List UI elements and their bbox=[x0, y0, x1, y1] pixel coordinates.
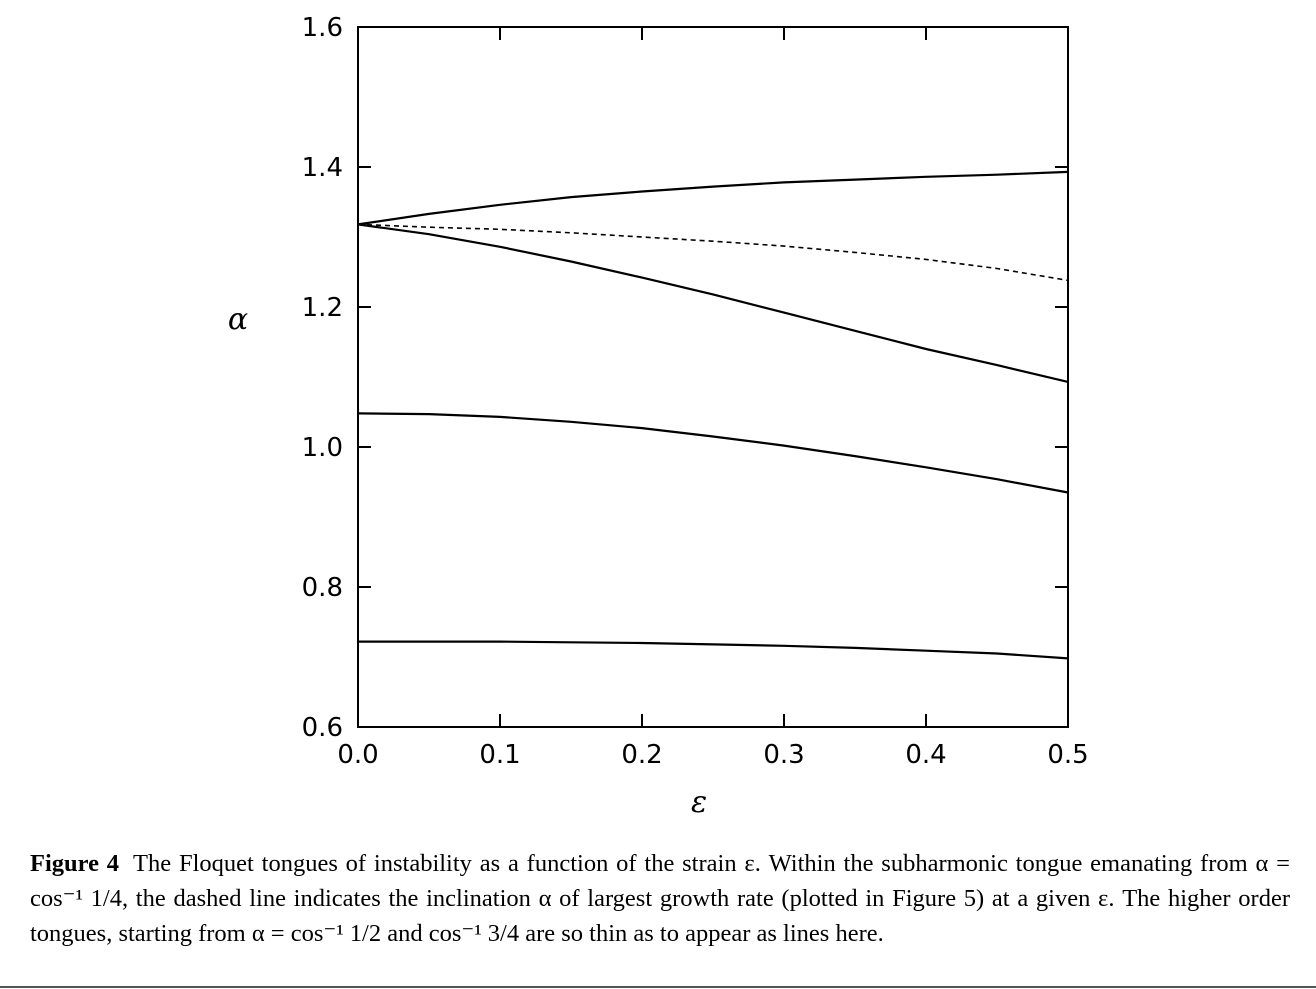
series-line-4 bbox=[358, 640, 1069, 660]
floquet-tongues-chart: 0.0 0.1 0.2 0.3 0.4 0.5 0.6 0.8 1.0 1.2 1.4 1.6 α ε bbox=[228, 13, 1089, 820]
x-tick-label: 0.0 bbox=[337, 740, 378, 770]
tick-layer: 0.0 0.1 0.2 0.3 0.4 0.5 0.6 0.8 1.0 1.2 1.4 1.6 bbox=[302, 13, 1089, 770]
series-line-2 bbox=[357, 223, 1069, 383]
x-tick-label: 0.3 bbox=[763, 740, 804, 770]
series-line-0 bbox=[357, 170, 1069, 226]
dashed-series-line-1 bbox=[357, 223, 1069, 282]
plot-frame bbox=[357, 26, 1069, 728]
caption-text: The Floquet tongues of instability as a … bbox=[30, 850, 1290, 947]
y-tick-label: 1.6 bbox=[302, 13, 343, 43]
y-tick-label: 1.2 bbox=[302, 293, 343, 323]
y-tick-label: 0.6 bbox=[302, 713, 343, 743]
x-tick-label: 0.1 bbox=[479, 740, 520, 770]
page-divider bbox=[0, 986, 1316, 988]
figure-caption: Figure 4 The Floquet tongues of instabili… bbox=[30, 846, 1290, 951]
y-tick-label: 0.8 bbox=[302, 573, 343, 603]
x-axis-label: ε bbox=[691, 785, 707, 820]
x-tick-label: 0.4 bbox=[905, 740, 946, 770]
y-tick-label: 1.4 bbox=[302, 153, 343, 183]
y-tick-label: 1.0 bbox=[302, 433, 343, 463]
y-axis-label: α bbox=[228, 302, 248, 337]
x-tick-label: 0.2 bbox=[621, 740, 662, 770]
series-line-3 bbox=[357, 412, 1069, 494]
x-tick-label: 0.5 bbox=[1047, 740, 1088, 770]
series-layer bbox=[357, 170, 1069, 660]
caption-lead: Figure 4 bbox=[30, 850, 120, 877]
